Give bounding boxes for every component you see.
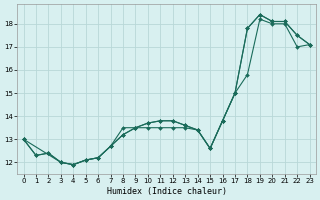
X-axis label: Humidex (Indice chaleur): Humidex (Indice chaleur) <box>107 187 227 196</box>
